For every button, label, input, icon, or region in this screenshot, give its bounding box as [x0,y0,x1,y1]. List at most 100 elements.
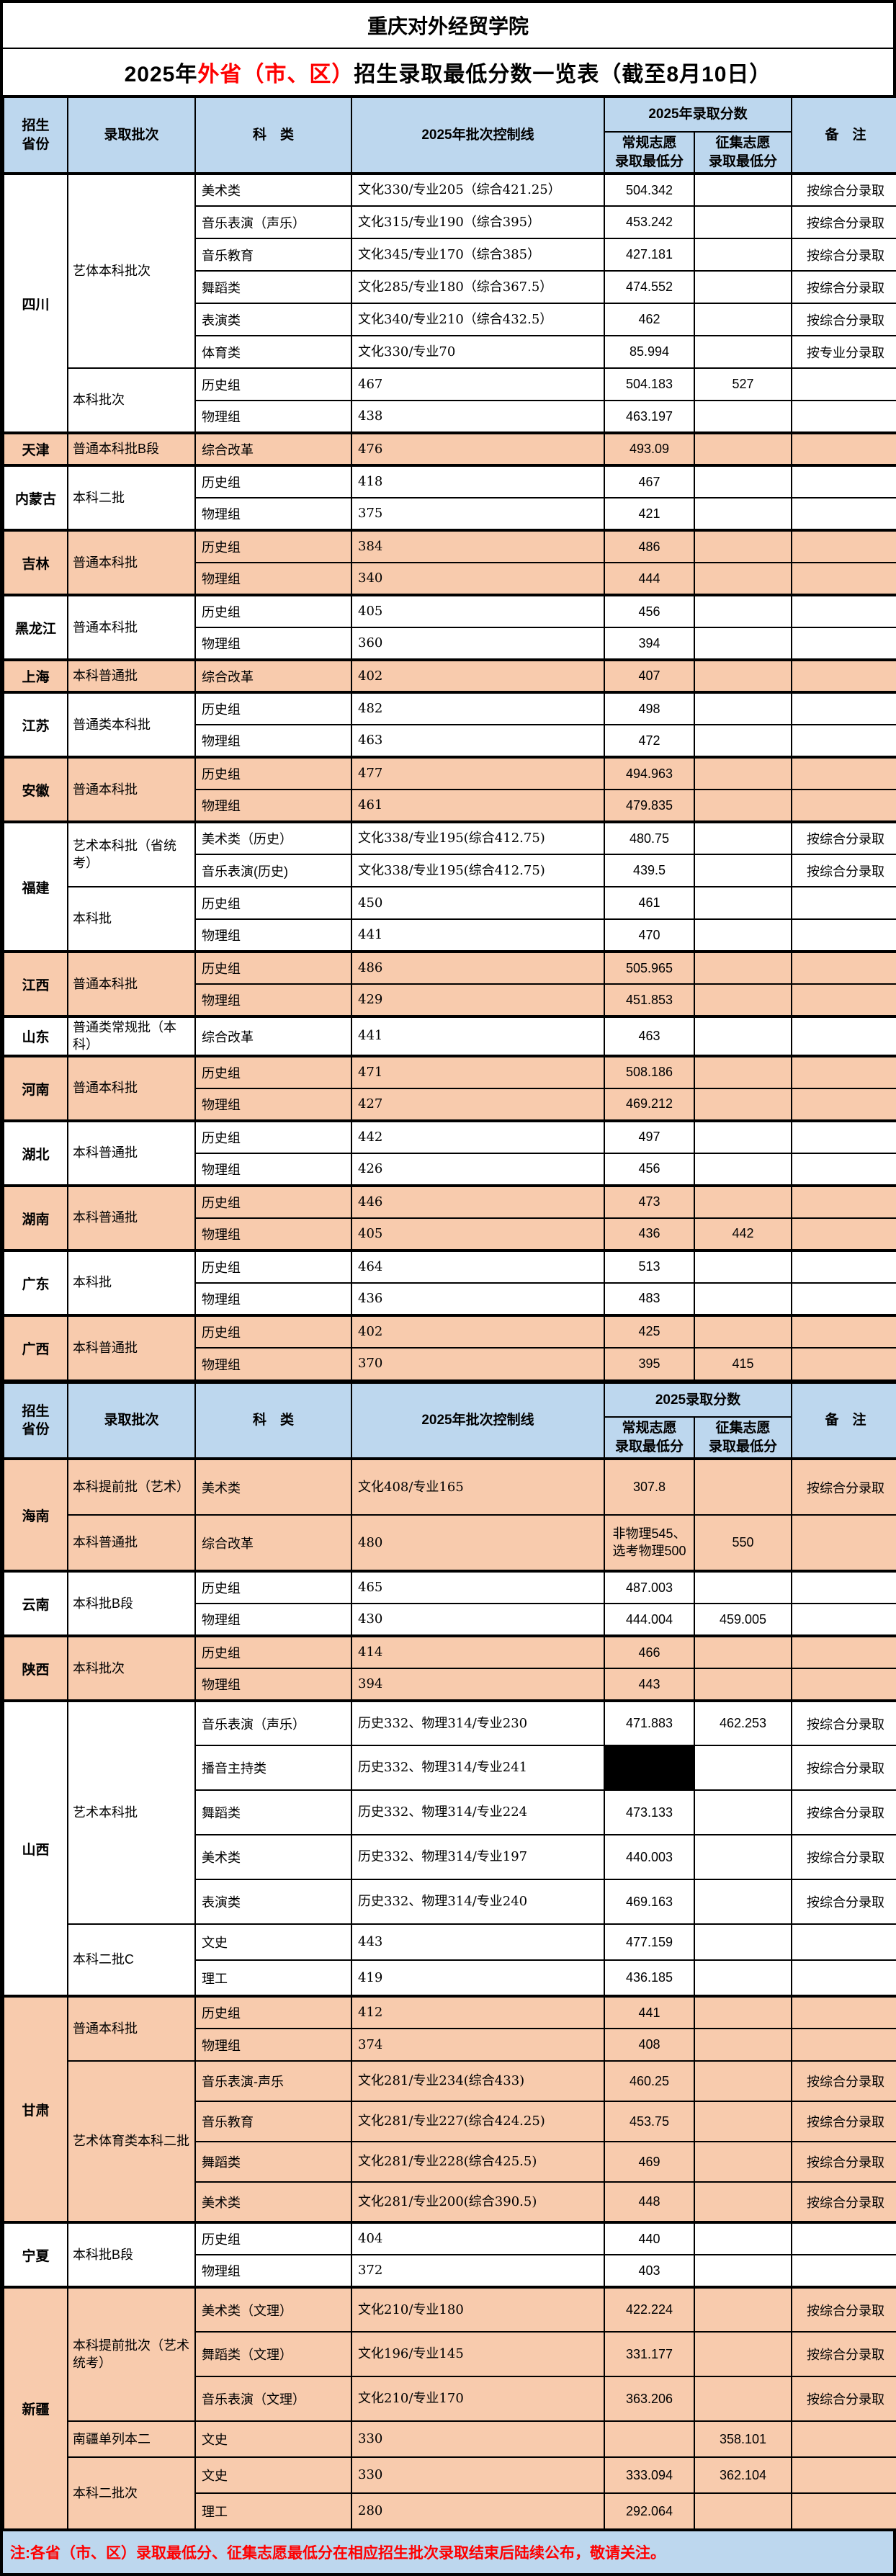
cell-remark [791,886,896,921]
table-row: 舞蹈类 文化285/专业180（综合367.5） 474.552 按综合分录取 [4,270,896,305]
cell-province: 天津 [3,431,68,467]
cell-regular-min: 463 [604,1015,695,1057]
cell-regular-min: 456 [604,1153,695,1187]
cell-batch: 普通本科批 [67,1055,196,1122]
cell-control-line: 文化315/专业190（综合395） [351,205,605,240]
cell-province: 福建 [3,820,68,953]
cell-collect-min [694,789,792,823]
cell-category: 音乐表演（声乐） [194,205,352,240]
cell-remark: 按综合分录取 [791,820,896,856]
cell-regular-min: 436 [604,1217,695,1252]
table-row: 山西 艺术本科批 音乐表演（声乐） 历史332、物理314/专业230 471.883 4… [3,1699,896,1998]
cell-batch: 本科二批次 [67,2456,196,2531]
cell-category: 综合改革 [194,1514,352,1573]
table-row: 音乐教育 文化345/专业170（综合385） 427.181 按综合分录取 [4,238,896,272]
cell-control-line: 464 [351,1249,605,1284]
cell-collect-min [694,1153,792,1187]
cell-regular-min: 85.994 [604,335,695,370]
cell-batch: 普通本科批 [67,950,196,1018]
cell-control-line: 402 [351,1314,605,1349]
cell-category: 物理组 [194,789,352,823]
table-row: 音乐表演（声乐） 文化315/专业190（综合395） 453.242 按综合分录取 [4,205,896,240]
table-row: 物理组 429 451.853 [4,983,896,1018]
cell-regular-min: 487.003 [604,1570,695,1605]
cell-category: 表演类 [194,1879,352,1926]
table-row: 甘肃 普通本科批 历史组 412 441 [3,1995,896,2224]
cell-collect-min [694,918,792,953]
cell-remark: 按综合分录取 [791,2101,896,2143]
cell-control-line: 历史332、物理314/专业241 [351,1745,605,1792]
header-row-2: 常规志愿 录取最低分 征集志愿 录取最低分 [4,1416,896,1460]
cell-remark [791,1217,896,1252]
cell-batch: 本科普通批 [67,1314,196,1382]
cell-category: 物理组 [194,2028,352,2062]
table-row: 理工 419 436.185 [4,1959,896,1998]
cell-category: 历史组 [194,756,352,791]
cell-province: 山西 [3,1699,68,1998]
cell-regular-min: 469.212 [604,1088,695,1122]
cell-category: 物理组 [194,1217,352,1252]
cell-regular-min: 470 [604,918,695,953]
cell-control-line: 438 [351,400,605,434]
cell-province: 内蒙古 [3,464,68,532]
cell-collect-min [694,1282,792,1317]
cell-category: 舞蹈类（文理） [194,2331,352,2378]
cell-remark: 按综合分录取 [791,854,896,888]
cell-province: 海南 [3,1457,68,1573]
cell-collect-min [694,627,792,661]
cell-province: 安徽 [3,756,68,823]
cell-remark [791,594,896,629]
cell-control-line: 文化210/专业170 [351,2376,605,2423]
cell-collect-min [694,950,792,985]
cell-control-line: 427 [351,1088,605,1122]
cell-batch: 本科提前批次（艺术统考） [67,2286,196,2423]
cell-collect-min: 527 [694,367,792,402]
cell-province: 江西 [3,950,68,1018]
cell-category: 理工 [194,2492,352,2531]
header-control-line: 2025年批次控制线 [351,96,605,175]
cell-regular-min: 394 [604,627,695,661]
table-row: 体育类 文化330/专业70 85.994 按专业分录取 [4,335,896,370]
cell-control-line: 330 [351,2456,605,2495]
cell-regular-min: 292.064 [604,2492,695,2531]
cell-remark [791,497,896,532]
cell-collect-min [694,1249,792,1284]
cell-control-line: 442 [351,1119,605,1155]
cell-control-line: 384 [351,529,605,564]
cell-remark: 按综合分录取 [791,1789,896,1836]
cell-batch: 本科二批 [67,464,196,532]
cell-regular-min: 422.224 [604,2286,695,2333]
cell-control-line: 402 [351,658,605,694]
tables-container: 招生 省份 录取批次科 类 2025年批次控制线 2025年录取分数备 注常规志愿 录… [3,96,896,2531]
cell-batch: 本科普通批 [67,1119,196,1187]
cell-category: 历史组 [194,1055,352,1090]
cell-remark: 按综合分录取 [791,1745,896,1792]
page-title: 重庆对外经贸学院 [3,3,893,49]
cell-regular-min: 467 [604,464,695,499]
cell-remark [791,2028,896,2062]
cell-remark [791,918,896,953]
cell-control-line: 文化345/专业170（综合385） [351,238,605,272]
cell-control-line: 486 [351,950,605,985]
cell-category: 历史组 [194,1184,352,1220]
cell-regular-min: 508.186 [604,1055,695,1090]
cell-control-line: 文化338/专业195(综合412.75) [351,820,605,856]
cell-remark [791,1603,896,1637]
cell-control-line: 280 [351,2492,605,2531]
cell-collect-min [694,983,792,1018]
table-row: 江西 普通本科批 历史组 486 505.965 [3,950,896,1018]
cell-category: 文史 [194,2456,352,2495]
cell-category: 文史 [194,1923,352,1962]
cell-control-line: 文化281/专业200(综合390.5) [351,2181,605,2224]
cell-category: 综合改革 [194,658,352,694]
cell-category: 物理组 [194,1088,352,1122]
cell-control-line: 476 [351,431,605,467]
cell-province: 黑龙江 [3,594,68,661]
cell-regular-min: 462 [604,303,695,337]
cell-collect-min [694,400,792,434]
cell-collect-min [694,335,792,370]
cell-collect-min: 459.005 [694,1603,792,1637]
cell-category: 音乐表演(历史) [194,854,352,888]
cell-remark [791,464,896,499]
